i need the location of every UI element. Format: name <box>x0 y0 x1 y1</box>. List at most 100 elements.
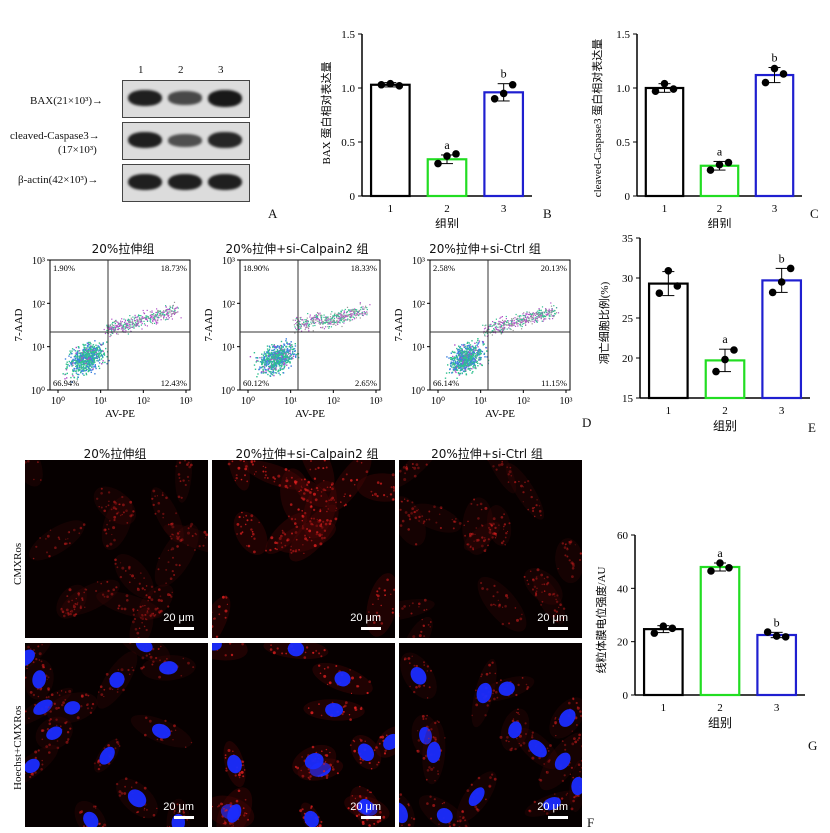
flow-event <box>330 326 332 328</box>
flow-event <box>151 313 153 316</box>
flow-event <box>269 359 271 361</box>
flow-event <box>78 358 80 361</box>
flow-event <box>114 326 116 328</box>
flow-event <box>354 318 356 320</box>
mitochondria <box>391 611 394 614</box>
mitochondria <box>402 465 406 469</box>
mitochondria <box>151 497 154 500</box>
flow-event <box>479 363 482 365</box>
mitochondria <box>531 507 535 510</box>
mitochondria <box>495 535 497 537</box>
mitochondria <box>527 480 530 483</box>
flow-event <box>468 368 470 370</box>
flow-event <box>366 311 368 313</box>
flow-event <box>363 308 365 310</box>
quadrant-label-upper-right: 20.13% <box>541 263 567 273</box>
mitochondria <box>69 611 72 613</box>
mitochondria <box>63 542 67 546</box>
mitochondria <box>55 707 58 710</box>
flow-event <box>551 308 553 310</box>
flow-event <box>343 312 345 314</box>
flow-event <box>72 369 74 371</box>
mitochondria <box>198 545 201 548</box>
mitochondria <box>154 607 158 611</box>
mitochondria <box>143 577 145 579</box>
flow-event <box>72 375 74 377</box>
flow-event <box>99 348 101 350</box>
flow-event <box>494 329 496 331</box>
flow-event <box>119 323 121 325</box>
flow-event <box>518 320 520 322</box>
flow-event <box>266 352 268 354</box>
flow-event <box>295 354 297 356</box>
flow-event <box>96 355 98 357</box>
flow-event <box>135 324 137 326</box>
flow-event <box>92 368 94 370</box>
flow-event <box>456 364 458 366</box>
flow-event <box>86 345 89 347</box>
flow-event <box>331 317 334 319</box>
flow-event <box>284 354 287 357</box>
flow-event <box>335 321 337 323</box>
flow-event <box>464 363 466 365</box>
flow-event <box>90 350 92 352</box>
flow-event <box>498 320 500 322</box>
flow-event <box>448 372 451 374</box>
flow-event <box>151 311 153 313</box>
flow-event <box>161 313 163 315</box>
flow-event <box>136 323 138 325</box>
mitochondria <box>25 710 27 713</box>
flow-event <box>267 369 269 372</box>
mitochondria <box>423 598 427 602</box>
mitochondria <box>418 520 420 522</box>
mitochondria <box>310 711 314 715</box>
mitochondria <box>160 599 163 602</box>
mitochondria <box>281 652 284 655</box>
mitochondria <box>384 594 386 597</box>
flow-event <box>335 324 337 326</box>
flow-event <box>86 349 88 352</box>
mitochondria <box>157 598 161 602</box>
mitochondria <box>80 695 84 698</box>
flow-event <box>299 323 301 325</box>
mitochondria <box>34 756 37 760</box>
flow-event <box>261 358 263 360</box>
flow-event <box>155 319 157 321</box>
mitochondria <box>131 786 133 788</box>
mitochondria <box>273 477 277 480</box>
flow-event <box>270 371 272 373</box>
flow-event <box>470 350 472 352</box>
flow-event <box>177 307 179 309</box>
flow-event <box>469 344 472 346</box>
mitochondria <box>136 587 139 590</box>
mitochondria <box>81 599 84 601</box>
mitochondria <box>212 625 214 628</box>
flow-event <box>473 351 475 353</box>
mitochondria <box>175 563 178 567</box>
flow-event <box>72 370 74 372</box>
flow-event <box>470 355 472 357</box>
flow-event <box>544 311 546 314</box>
flow-event <box>76 356 79 358</box>
flow-event <box>524 316 527 318</box>
flow-event <box>288 346 290 348</box>
flow-event <box>284 365 286 367</box>
mitochondria <box>129 581 131 584</box>
flow-event <box>137 321 139 323</box>
mitochondria <box>133 577 136 579</box>
mitochondria <box>103 823 107 827</box>
flow-event <box>103 354 106 356</box>
flow-event <box>85 366 87 368</box>
flow-event <box>86 347 88 349</box>
flow-event <box>515 321 517 323</box>
flow-event <box>312 325 314 327</box>
flow-event <box>330 313 332 315</box>
y-axis-label: BAX 蛋白相对表达量 <box>319 62 333 165</box>
flow-event <box>454 370 456 372</box>
micro-render <box>25 460 208 638</box>
mitochondria <box>266 477 269 479</box>
flow-event <box>79 362 81 364</box>
flow-event <box>321 327 323 329</box>
data-point <box>779 70 788 78</box>
flow-event <box>465 358 467 360</box>
